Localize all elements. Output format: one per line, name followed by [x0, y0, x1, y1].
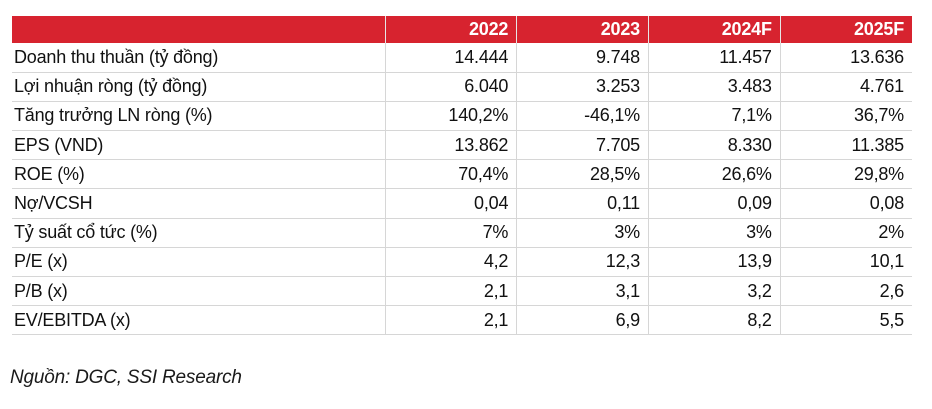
- cell-value: 7.705: [516, 130, 649, 161]
- table-row: Tỷ suất cổ tức (%) 7% 3% 3% 2%: [12, 218, 912, 248]
- table-row: Nợ/VCSH 0,04 0,11 0,09 0,08: [12, 188, 912, 219]
- header-year-2024f: 2024F: [648, 16, 781, 43]
- cell-value: 3%: [516, 218, 649, 248]
- cell-value: 0,09: [648, 188, 781, 219]
- header-year-2022: 2022: [385, 16, 518, 43]
- table-row: ROE (%) 70,4% 28,5% 26,6% 29,8%: [12, 159, 912, 190]
- header-label-cell: [12, 16, 386, 43]
- cell-value: 11.457: [648, 43, 781, 73]
- table-row: P/E (x) 4,2 12,3 13,9 10,1: [12, 247, 912, 278]
- cell-value: 2,6: [780, 276, 912, 307]
- cell-value: 13.862: [385, 130, 518, 161]
- cell-value: 10,1: [780, 247, 912, 278]
- table-row: EV/EBITDA (x) 2,1 6,9 8,2 5,5: [12, 305, 912, 336]
- table-row: Lợi nhuận ròng (tỷ đồng) 6.040 3.253 3.4…: [12, 72, 912, 102]
- table-header: 2022 2023 2024F 2025F: [12, 16, 912, 43]
- cell-value: 4.761: [780, 72, 912, 102]
- cell-value: 5,5: [780, 305, 912, 336]
- cell-value: 8,2: [648, 305, 781, 336]
- cell-value: 6,9: [516, 305, 649, 336]
- cell-value: 13.636: [780, 43, 912, 73]
- row-label: Tỷ suất cổ tức (%): [12, 218, 386, 248]
- row-label: Lợi nhuận ròng (tỷ đồng): [12, 72, 386, 102]
- cell-value: 3,2: [648, 276, 781, 307]
- cell-value: 26,6%: [648, 159, 781, 190]
- table-row: Tăng trưởng LN ròng (%) 140,2% -46,1% 7,…: [12, 101, 912, 132]
- cell-value: 4,2: [385, 247, 518, 278]
- cell-value: 6.040: [385, 72, 518, 102]
- header-year-2025f: 2025F: [853, 19, 904, 39]
- cell-value: 3.483: [648, 72, 781, 102]
- cell-value: 13,9: [648, 247, 781, 278]
- financial-table: 2022 2023 2024F 2025F Doanh thu thuần (t…: [12, 16, 912, 336]
- cell-value: 7,1%: [648, 101, 781, 132]
- cell-value: 11.385: [780, 130, 912, 161]
- financial-table-container: 2022 2023 2024F 2025F Doanh thu thuần (t…: [12, 16, 912, 336]
- cell-value: 3,1: [516, 276, 649, 307]
- cell-value: 2,1: [385, 276, 518, 307]
- cell-value: 9.748: [516, 43, 649, 73]
- table-row: Doanh thu thuần (tỷ đồng) 14.444 9.748 1…: [12, 43, 912, 73]
- row-label: P/E (x): [12, 247, 386, 278]
- table-body: Doanh thu thuần (tỷ đồng) 14.444 9.748 1…: [12, 43, 912, 336]
- cell-value: 3.253: [516, 72, 649, 102]
- cell-value: 0,11: [516, 188, 649, 219]
- cell-value: 0,08: [780, 188, 912, 219]
- cell-value: 2%: [780, 218, 912, 248]
- table-row: EPS (VND) 13.862 7.705 8.330 11.385: [12, 130, 912, 161]
- cell-value: 140,2%: [385, 101, 518, 132]
- cell-value: 29,8%: [780, 159, 912, 190]
- row-label: Doanh thu thuần (tỷ đồng): [12, 43, 386, 73]
- cell-value: 0,04: [385, 188, 518, 219]
- table-header-row: 2022 2023 2024F 2025F: [12, 16, 912, 43]
- cell-value: 14.444: [385, 43, 518, 73]
- cell-value: 12,3: [516, 247, 649, 278]
- row-label: Nợ/VCSH: [12, 188, 386, 219]
- row-label: EV/EBITDA (x): [12, 305, 386, 336]
- cell-value: -46,1%: [516, 101, 649, 132]
- table-row: P/B (x) 2,1 3,1 3,2 2,6: [12, 276, 912, 307]
- header-year-2023: 2023: [516, 16, 649, 43]
- cell-value: 2,1: [385, 305, 518, 336]
- row-label: P/B (x): [12, 276, 386, 307]
- row-label: EPS (VND): [12, 130, 386, 161]
- cell-value: 28,5%: [516, 159, 649, 190]
- source-note: Nguồn: DGC, SSI Research: [10, 367, 242, 388]
- row-label: Tăng trưởng LN ròng (%): [12, 101, 386, 132]
- row-label: ROE (%): [12, 159, 386, 190]
- cell-value: 36,7%: [780, 101, 912, 132]
- cell-value: 3%: [648, 218, 781, 248]
- cell-value: 8.330: [648, 130, 781, 161]
- cell-value: 7%: [385, 218, 518, 248]
- cell-value: 70,4%: [385, 159, 518, 190]
